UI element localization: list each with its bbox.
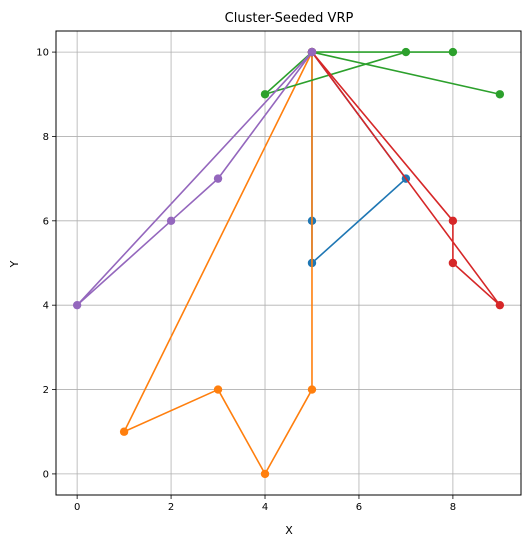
y-tick-label: 8 <box>43 132 49 143</box>
plot-area <box>55 30 522 496</box>
axis-ticks: 0 2 4 6 8 0 2 4 6 8 10 <box>36 48 456 513</box>
y-tick-label: 2 <box>43 385 49 396</box>
x-tick-label: 0 <box>74 502 80 513</box>
route-line <box>123 51 313 475</box>
y-tick-label: 10 <box>36 48 49 59</box>
route-point <box>260 469 270 479</box>
x-axis-label: X <box>285 524 293 537</box>
routes <box>72 47 505 479</box>
route-point <box>119 427 129 436</box>
route-point <box>307 47 317 57</box>
y-axis-label: Y <box>8 260 21 268</box>
route-series <box>307 47 505 310</box>
route-point <box>448 47 458 57</box>
x-tick-label: 8 <box>450 502 456 513</box>
chart-title: Cluster-Seeded VRP <box>225 11 354 26</box>
route-series <box>119 47 317 479</box>
y-tick-label: 6 <box>43 216 49 227</box>
x-tick-label: 6 <box>356 502 362 513</box>
route-point <box>495 300 505 310</box>
route-point <box>448 216 458 226</box>
route-point <box>72 300 82 310</box>
route-point <box>495 90 505 99</box>
route-line <box>76 51 313 306</box>
x-tick-label: 2 <box>168 502 174 513</box>
route-point <box>166 216 176 226</box>
route-point <box>448 258 458 268</box>
route-line <box>311 51 501 96</box>
route-point <box>260 90 270 99</box>
route-series <box>72 47 317 310</box>
route-point <box>213 385 223 394</box>
route-line <box>311 51 501 306</box>
x-tick-label: 4 <box>262 502 268 513</box>
route-point <box>307 385 317 394</box>
y-tick-label: 4 <box>43 301 49 312</box>
route-point <box>401 47 411 57</box>
y-tick-label: 0 <box>43 469 49 480</box>
route-point <box>213 174 223 183</box>
